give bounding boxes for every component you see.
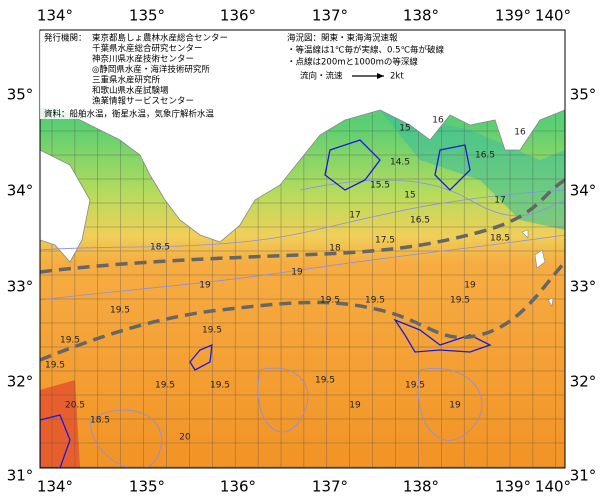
contour-label: 19.5	[320, 296, 340, 306]
contour-label: 18.5	[150, 243, 170, 253]
contour-label: 18.5	[90, 416, 110, 426]
contour-label: 19	[449, 401, 461, 411]
contour-label: 19.5	[155, 381, 175, 391]
contour-label: 16.5	[475, 151, 495, 161]
islands	[521, 229, 554, 307]
contour-label: 19	[464, 281, 476, 291]
lon-label: 138°	[403, 478, 439, 496]
cool-area	[380, 110, 565, 230]
lon-label: 134°	[37, 7, 73, 25]
issuer-name: 神奈川県水産技術センター	[92, 54, 194, 65]
contour-label: 17	[494, 196, 505, 206]
issuer-name: 千葉県水産総合研究センター	[92, 43, 203, 54]
land-shikoku	[40, 149, 91, 263]
contour-label: 16.5	[410, 216, 430, 226]
issuer-name: 漁業情報サービスセンター	[92, 96, 194, 107]
contour-label: 19	[291, 268, 303, 278]
lat-label: 34°	[570, 182, 597, 200]
contour-label: 17	[349, 211, 360, 221]
legend-note: ・等温線は1℃毎が実線、0.5℃毎が破線	[287, 45, 445, 56]
contour-label: 19.5	[110, 306, 130, 316]
contour-label: 19	[199, 281, 211, 291]
contour-label: 15	[404, 191, 415, 201]
contour-label: 19.5	[210, 381, 230, 391]
contour-label: 16	[432, 116, 444, 126]
lat-label: 31°	[7, 467, 34, 485]
lon-label: 135°	[129, 478, 165, 496]
contour-label: 19.5	[315, 376, 335, 386]
contour-label: 18	[329, 244, 341, 254]
contour-label: 19.5	[450, 296, 470, 306]
lon-label: 136°	[220, 7, 256, 25]
issuer-heading: 発行機関：	[44, 33, 87, 44]
lat-label: 32°	[7, 373, 34, 391]
lat-label: 31°	[570, 467, 597, 485]
lat-label: 34°	[7, 182, 34, 200]
lat-label: 35°	[7, 86, 34, 104]
warm-area	[40, 380, 80, 468]
speed-label: 2kt	[390, 72, 404, 82]
blue-contours	[40, 139, 492, 468]
lat-label: 33°	[570, 278, 597, 296]
contour-label: 19.5	[45, 361, 65, 371]
contour-label: 19.5	[405, 381, 425, 391]
contour-label: 16	[514, 128, 526, 138]
lon-label: 139°	[495, 7, 531, 25]
current-arrow-head	[377, 73, 384, 79]
issuer-list: 東京都島しょ農林水産総合センター千葉県水産総合研究センター神奈川県水産技術センタ…	[92, 33, 228, 107]
lon-label: 135°	[129, 7, 165, 25]
contour-label: 14.5	[390, 158, 410, 168]
kuroshio-axis	[40, 178, 565, 362]
lat-label: 32°	[570, 373, 597, 391]
legend-title: 海況図：関東・東海海況速報	[287, 33, 398, 44]
lon-label: 140°	[535, 7, 571, 25]
lon-label: 137°	[312, 7, 348, 25]
contour-label: 15	[399, 124, 410, 134]
lon-label: 134°	[37, 478, 73, 496]
contour-label: 20	[179, 433, 191, 443]
contour-label: 18.5	[490, 234, 510, 244]
issuer-name: 三重県水産研究所	[92, 75, 161, 86]
issuer-name: 和歌山県水産試験場	[92, 85, 169, 96]
lat-label: 33°	[7, 278, 34, 296]
lon-label: 139°	[495, 478, 531, 496]
lon-label: 138°	[403, 7, 439, 25]
contour-label: 19.5	[365, 296, 385, 306]
issuer-name: ◎静岡県水産・海洋技術研究所	[92, 64, 210, 75]
current-label: 流向・流速	[300, 71, 343, 82]
issuer-box	[40, 31, 285, 119]
contour-label: 17.5	[375, 236, 395, 246]
contour-label: 15.5	[370, 181, 390, 191]
data-source: 資料：船舶水温，衛星水温，気象庁解析水温	[44, 109, 215, 120]
issuer-name: 東京都島しょ農林水産総合センター	[92, 33, 228, 44]
lon-label: 140°	[535, 478, 571, 496]
lon-label: 137°	[312, 478, 348, 496]
isotherms	[40, 179, 565, 468]
contour-label: 20.5	[65, 401, 85, 411]
contour-label: 19.5	[202, 326, 222, 336]
legend-note: ・点線は200mと1000mの等深線	[287, 57, 418, 68]
lat-label: 35°	[570, 86, 597, 104]
contour-label: 19.5	[60, 336, 80, 346]
lon-label: 136°	[220, 478, 256, 496]
map-frame	[39, 29, 566, 469]
contour-label: 19	[349, 401, 361, 411]
